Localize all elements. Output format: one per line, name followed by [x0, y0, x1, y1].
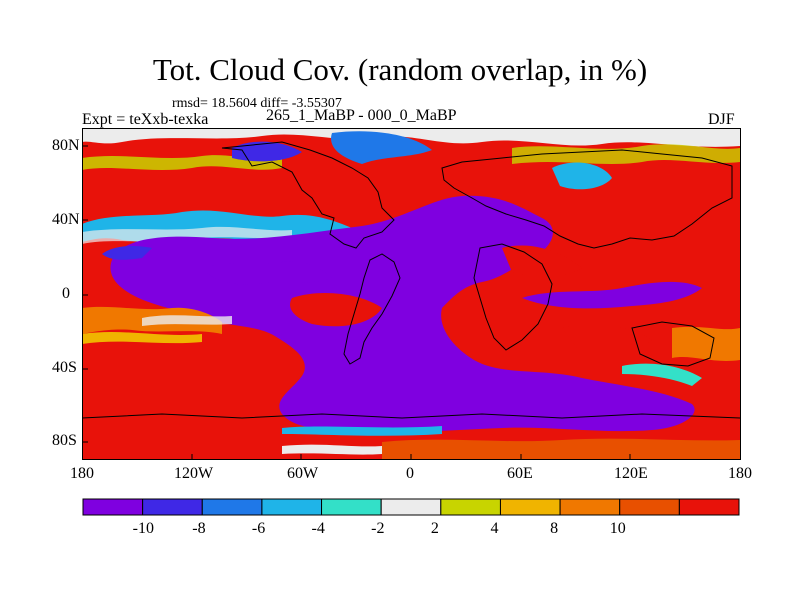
colorbar-label: -6	[251, 520, 266, 537]
lon-label-60e: 60E	[507, 465, 533, 482]
colorbar	[82, 498, 740, 516]
colorbar-label: 8	[550, 520, 559, 537]
field-north-yellow-east	[512, 144, 740, 164]
colorbar-swatch	[619, 498, 680, 516]
lon-label-120w: 120W	[174, 465, 214, 482]
field-south-white	[282, 444, 382, 455]
experiment-label: Expt = teXxb-texka	[82, 111, 209, 128]
continent-africa-outline	[473, 243, 553, 351]
field-north-blue-2	[331, 131, 432, 164]
colorbar-label: -2	[371, 520, 385, 537]
lon-label-180w: 180	[70, 465, 94, 482]
field-red-island-1	[290, 293, 382, 327]
continent-eurasia-outline	[441, 149, 733, 249]
lon-label-60w: 60W	[287, 465, 319, 482]
lat-label-80s: 80S	[52, 432, 77, 449]
field-north-cyan	[552, 162, 612, 190]
map-title: Tot. Cloud Cov. (random overlap, in %)	[152, 52, 648, 87]
difference-case-label: 265_1_MaBP - 000_0_MaBP	[266, 107, 457, 124]
colorbar-swatch	[82, 498, 144, 516]
field-red-island-3	[562, 324, 652, 352]
map-field	[82, 128, 740, 460]
colorbar-swatch	[380, 498, 442, 516]
colorbar-label: 4	[490, 520, 499, 537]
colorbar-swatch	[440, 498, 501, 516]
field-central-purple	[110, 195, 695, 433]
field-edge-blue-1	[102, 246, 152, 260]
lon-label-0: 0	[406, 465, 414, 482]
field-sh-orange-east	[672, 326, 740, 361]
field-north-yellow	[82, 155, 282, 170]
colorbar-label: -10	[132, 520, 154, 537]
field-purple-tongue-2	[522, 281, 702, 309]
colorbar-swatch	[142, 498, 203, 516]
continent-north-america-outline	[221, 141, 395, 249]
field-north-neutral	[82, 128, 740, 147]
lon-label-180e: 180	[728, 465, 752, 482]
colorbar-swatch	[321, 498, 382, 516]
continent-antarctica-outline	[82, 413, 740, 419]
field-nh-white-band	[82, 226, 292, 244]
map-ticks	[82, 145, 631, 460]
field-purple-tongue-1	[202, 261, 332, 285]
field-sh-yellow-band	[82, 332, 202, 344]
field-north-blue-1	[232, 141, 302, 162]
colorbar-swatch	[201, 498, 263, 516]
lat-label-80n: 80N	[52, 137, 80, 154]
colorbar-label: -8	[192, 520, 206, 537]
season-label: DJF	[708, 111, 735, 128]
field-sh-white-streak	[142, 315, 232, 326]
colorbar-label: 2	[430, 520, 439, 537]
colorbar-swatch	[678, 498, 740, 516]
colorbar-swatch	[261, 498, 323, 516]
lon-label-120e: 120E	[614, 465, 648, 482]
field-edge-teal-east	[622, 363, 702, 386]
lat-label-40s: 40S	[52, 359, 77, 376]
lat-label-0: 0	[62, 285, 70, 302]
field-edge-cyan-south	[282, 426, 442, 436]
continent-south-america-outline	[343, 253, 401, 365]
cloud-cover-difference-map	[82, 128, 741, 460]
colorbar-swatch	[499, 498, 561, 516]
land-outlines	[82, 141, 740, 419]
lat-label-40n: 40N	[52, 211, 80, 228]
field-red-island-2	[502, 245, 582, 277]
field-south-red	[82, 420, 262, 460]
colorbar-label: 10	[609, 520, 626, 537]
continent-australia-outline	[631, 321, 715, 367]
field-south-orange	[382, 438, 740, 460]
rmsd-diff-stats: rmsd= 18.5604 diff= -3.55307	[172, 96, 342, 111]
colorbar-label: -4	[311, 520, 325, 537]
colorbar-swatch	[559, 498, 621, 516]
